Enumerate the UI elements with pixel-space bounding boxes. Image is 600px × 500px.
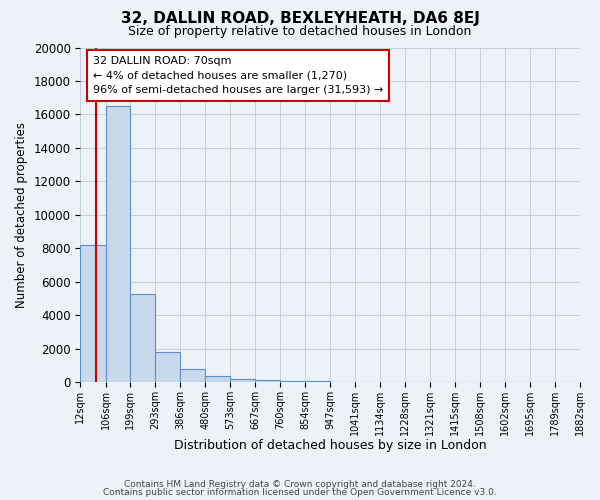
Bar bbox=[181, 369, 205, 382]
Text: 32 DALLIN ROAD: 70sqm
← 4% of detached houses are smaller (1,270)
96% of semi-de: 32 DALLIN ROAD: 70sqm ← 4% of detached h… bbox=[93, 56, 383, 96]
Bar bbox=[230, 379, 256, 382]
Text: Size of property relative to detached houses in London: Size of property relative to detached ho… bbox=[128, 25, 472, 38]
X-axis label: Distribution of detached houses by size in London: Distribution of detached houses by size … bbox=[174, 440, 487, 452]
Y-axis label: Number of detached properties: Number of detached properties bbox=[15, 122, 28, 308]
Text: Contains public sector information licensed under the Open Government Licence v3: Contains public sector information licen… bbox=[103, 488, 497, 497]
Bar bbox=[205, 376, 230, 382]
Bar bbox=[256, 380, 280, 382]
Text: Contains HM Land Registry data © Crown copyright and database right 2024.: Contains HM Land Registry data © Crown c… bbox=[124, 480, 476, 489]
Bar bbox=[80, 245, 106, 382]
Bar bbox=[305, 381, 330, 382]
Bar bbox=[155, 352, 181, 382]
Bar bbox=[280, 380, 305, 382]
Bar bbox=[106, 106, 130, 382]
Bar bbox=[130, 294, 155, 382]
Text: 32, DALLIN ROAD, BEXLEYHEATH, DA6 8EJ: 32, DALLIN ROAD, BEXLEYHEATH, DA6 8EJ bbox=[121, 11, 479, 26]
